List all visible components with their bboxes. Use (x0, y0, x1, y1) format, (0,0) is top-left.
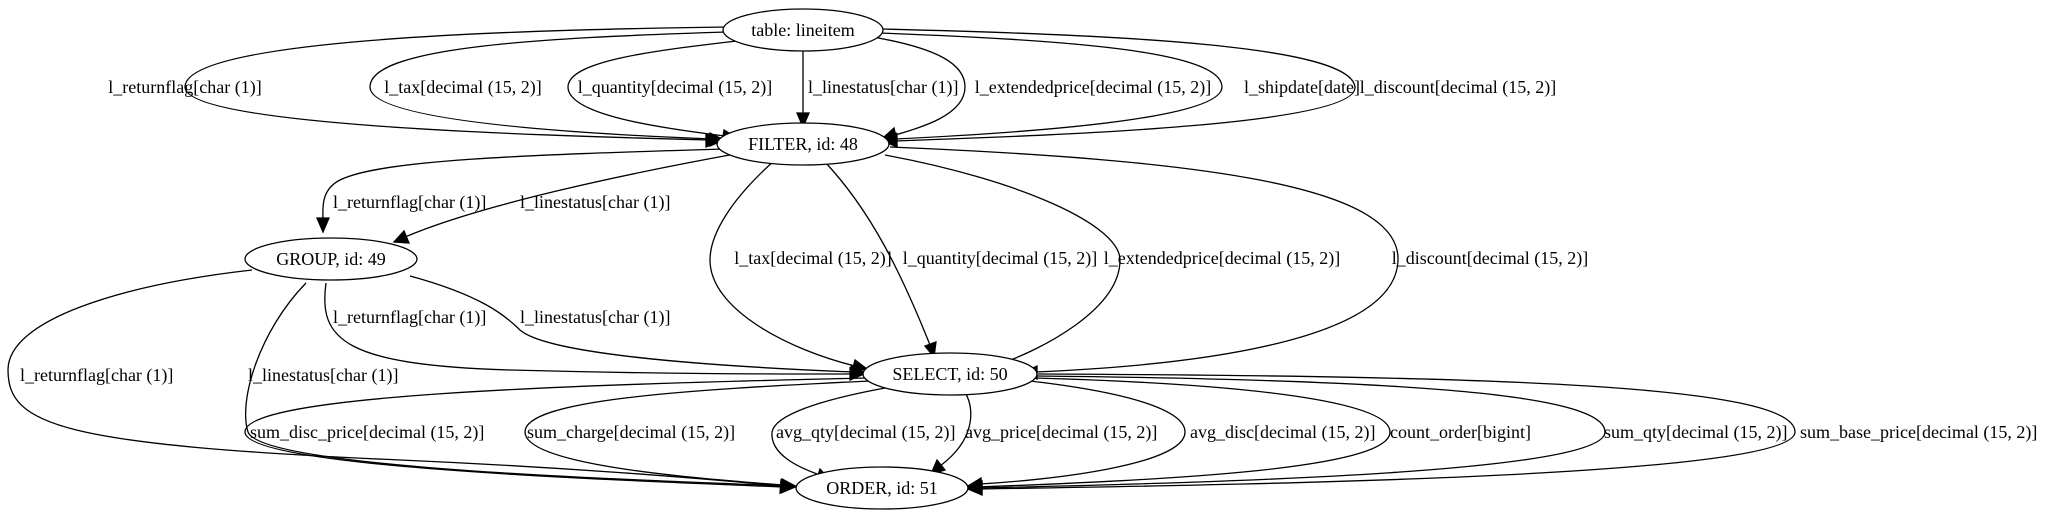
edge-select-order-avg-price: avg_price[decimal (15, 2)] (929, 391, 1157, 476)
edge-label: l_discount[decimal (15, 2)] (1360, 77, 1556, 98)
edge-filter-select-quantity: l_quantity[decimal (15, 2)] (824, 161, 1097, 359)
edge-label: l_quantity[decimal (15, 2)] (578, 77, 772, 98)
node-order[interactable]: ORDER, id: 51 (795, 466, 969, 510)
edge-label: sum_base_price[decimal (15, 2)] (1800, 422, 2037, 443)
node-group[interactable]: GROUP, id: 49 (244, 237, 418, 281)
edge-label: l_linestatus[char (1)] (248, 365, 398, 386)
edge-label: l_linestatus[char (1)] (520, 307, 670, 328)
edge-select-order-sum-charge: sum_charge[decimal (15, 2)] (524, 380, 871, 494)
edge-label: l_discount[decimal (15, 2)] (1392, 248, 1588, 269)
edge-label: sum_disc_price[decimal (15, 2)] (250, 422, 484, 443)
node-filter[interactable]: FILTER, id: 48 (716, 122, 890, 166)
edge-label: l_extendedprice[decimal (15, 2)] (1104, 248, 1340, 269)
edge-label: l_linestatus[char (1)] (808, 77, 958, 98)
node-label: SELECT, id: 50 (892, 364, 1007, 384)
edge-group-select-returnflag: l_returnflag[char (1)] (324, 282, 866, 381)
edge-group-select-linestatus: l_linestatus[char (1)] (409, 275, 867, 380)
edge-label: l_extendedprice[decimal (15, 2)] (975, 77, 1211, 98)
edge-label: avg_price[decimal (15, 2)] (965, 422, 1157, 443)
edge-label: l_linestatus[char (1)] (520, 192, 670, 213)
edge-label: sum_charge[decimal (15, 2)] (527, 422, 735, 443)
edge-label: l_tax[decimal (15, 2)] (384, 77, 541, 98)
node-label: FILTER, id: 48 (748, 134, 858, 154)
edge-lineitem-filter-extendedprice: l_extendedprice[decimal (15, 2)] (866, 35, 1211, 142)
edge-label: l_returnflag[char (1)] (333, 307, 486, 328)
node-select[interactable]: SELECT, id: 50 (862, 352, 1038, 396)
edge-label: avg_disc[decimal (15, 2)] (1190, 422, 1375, 443)
edge-label: l_quantity[decimal (15, 2)] (903, 248, 1097, 269)
edge-filter-select-tax: l_tax[decimal (15, 2)] (709, 159, 892, 373)
node-label: GROUP, id: 49 (276, 249, 386, 269)
edge-lineitem-filter-quantity: l_quantity[decimal (15, 2)] (567, 39, 772, 144)
edge-label: l_tax[decimal (15, 2)] (734, 248, 891, 269)
edge-label: l_returnflag[char (1)] (20, 365, 173, 386)
node-label: table: lineitem (751, 20, 854, 40)
edge-label: l_returnflag[char (1)] (333, 192, 486, 213)
edge-filter-group-linestatus: l_linestatus[char (1)] (392, 153, 736, 244)
node-table-lineitem[interactable]: table: lineitem (722, 8, 884, 52)
node-label: ORDER, id: 51 (826, 478, 938, 498)
edge-label: sum_qty[decimal (15, 2)] (1604, 422, 1787, 443)
edge-lineitem-filter-linestatus: l_linestatus[char (1)] (796, 50, 958, 129)
edge-lineitem-filter-discount: l_discount[decimal (15, 2)] (881, 28, 1556, 148)
edge-group-order-returnflag: l_returnflag[char (1)] (7, 269, 796, 495)
edge-lineitem-filter-tax: l_tax[decimal (15, 2)] (369, 31, 728, 147)
edge-select-order-sum-base-price: sum_base_price[decimal (15, 2)] (966, 373, 2037, 496)
edge-filter-group-returnflag: l_returnflag[char (1)] (316, 148, 726, 234)
edge-label: l_returnflag[char (1)] (108, 77, 261, 98)
edge-label: l_shipdate[date] (1244, 77, 1360, 97)
edge-label: count_order[bigint] (1390, 422, 1531, 442)
edge-label: avg_qty[decimal (15, 2)] (776, 422, 955, 443)
